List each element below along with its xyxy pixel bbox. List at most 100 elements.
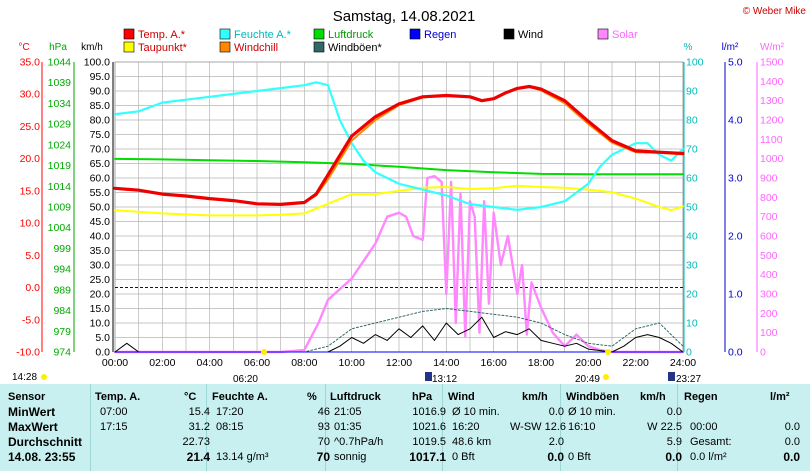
wind-tick-label: 30.0 [90, 260, 111, 272]
press-tick-label: 1039 [48, 77, 72, 89]
solar-tick-label: 700 [760, 211, 778, 223]
press-tick-label: 1044 [48, 57, 72, 69]
stats-header-gust-unit: km/h [640, 391, 666, 403]
moon-icon [41, 374, 47, 380]
stats-cell-wind: 0.0 [548, 406, 564, 418]
series-line-feuchte-a [113, 81, 685, 211]
moonrise-time: 14:28 [12, 372, 37, 383]
stats-cell-press-time: 01:35 [334, 421, 362, 433]
temp-tick-label: 0.0 [25, 282, 40, 294]
legend-label-wind: Wind [518, 29, 543, 41]
stats-divider [325, 384, 326, 471]
temp-tick-label: -10.0 [16, 347, 40, 359]
solar-axis-unit: W/m² [760, 42, 785, 53]
stats-cell-press-time: ^0.7hPa/h [334, 436, 384, 448]
stats-row: MinWert 07:00 15.4 17:20 46 21:05 1016.9 Ø 10 m… [0, 405, 810, 419]
solar-tick-label: 100 [760, 327, 778, 339]
press-tick-label: 974 [53, 347, 71, 359]
rain-tick-label: 2.0 [728, 231, 743, 243]
wind-tick-label: 60.0 [90, 173, 111, 185]
moonset-icon [668, 372, 675, 381]
solar-tick-label: 800 [760, 192, 778, 204]
legend-swatch-feuchte-a [219, 28, 231, 40]
stats-divider [442, 384, 443, 471]
legend-swatch-luftdruck [313, 28, 325, 40]
legend-label-windb-en: Windböen* [328, 42, 383, 54]
grid [114, 61, 684, 353]
wind-tick-label: 15.0 [90, 303, 111, 315]
sun-times: 14:28 06:20 13:12 20:49 23:27 [12, 349, 701, 384]
noon-icon [425, 372, 432, 381]
stats-header-row: Sensor Temp. A. °C Feuchte A. % Luftdruc… [0, 390, 810, 404]
legend-label-luftdruck: Luftdruck [328, 29, 374, 41]
press-axis-unit: hPa [49, 42, 67, 53]
x-tick-label: 02:00 [149, 357, 175, 369]
rain-tick-label: 5.0 [728, 57, 743, 69]
stats-header-hum: Feuchte A. [212, 391, 268, 403]
series-line-solar [113, 174, 685, 354]
press-tick-label: 999 [53, 243, 71, 255]
wind-tick-label: 0.0 [95, 347, 110, 359]
stats-cell-rain-time: Gesamt: [690, 436, 732, 448]
hum-tick-label: 30 [686, 260, 698, 272]
stats-divider [90, 384, 91, 471]
temp-tick-label: -5.0 [22, 314, 40, 326]
stats-cell-temp: 21.4 [186, 450, 210, 464]
wind-tick-label: 55.0 [90, 187, 111, 199]
sunrise-time: 06:20 [233, 374, 258, 384]
press-tick-label: 994 [53, 264, 71, 276]
stats-cell-gust-time: 16:10 [568, 421, 596, 433]
wind-tick-label: 45.0 [90, 216, 111, 228]
stats-header-hum-unit: % [307, 391, 317, 403]
temp-tick-label: 5.0 [25, 250, 40, 262]
legend-swatch-regen [409, 28, 421, 40]
rain-tick-label: 4.0 [728, 115, 743, 127]
wind-tick-label: 40.0 [90, 231, 111, 243]
stats-cell-hum-time: 17:20 [216, 406, 244, 418]
stats-header-rain: Regen [684, 391, 718, 403]
press-tick-label: 1029 [48, 119, 72, 131]
wind-tick-label: 70.0 [90, 144, 111, 156]
credit-text: © Weber Mike [743, 6, 807, 17]
stats-cell-wind-time: 48.6 km [452, 436, 492, 448]
temp-axis-unit: °C [18, 42, 29, 53]
wind-tick-label: 80.0 [90, 115, 111, 127]
solar-tick-label: 300 [760, 289, 778, 301]
stats-cell-rain-time: 0.0 l/m² [690, 451, 727, 463]
moonset-time: 23:27 [676, 374, 701, 384]
stats-cell-gust: 0.0 [666, 406, 682, 418]
legend-swatch-wind [503, 28, 515, 40]
x-tick-label: 04:00 [197, 357, 223, 369]
solar-tick-label: 400 [760, 269, 778, 281]
stats-cell-label: MinWert [8, 405, 56, 419]
noon-time: 13:12 [432, 374, 457, 384]
hum-tick-label: 10 [686, 318, 698, 330]
hum-tick-label: 100 [686, 57, 704, 69]
rain-tick-label: 0.0 [728, 347, 743, 359]
legend-swatch-solar [597, 28, 609, 40]
stats-cell-hum-time: 13.14 g/m³ [216, 451, 269, 463]
press-tick-label: 1019 [48, 160, 72, 172]
wind-tick-label: 95.0 [90, 71, 111, 83]
stats-cell-temp: 31.2 [188, 421, 210, 433]
stats-cell-press: 1019.5 [412, 436, 446, 448]
solar-tick-label: 1400 [760, 76, 784, 88]
solar-tick-label: 1500 [760, 57, 784, 69]
stats-cell-rain-time: 00:00 [690, 421, 718, 433]
hum-tick-label: 0 [686, 347, 692, 359]
stats-cell-wind: 0.0 [547, 450, 564, 464]
stats-row: MaxWert 17:15 31.2 08:15 93 01:35 1021.6 16:20 W… [0, 420, 810, 434]
stats-cell-rain: 0.0 [783, 450, 800, 464]
wind-tick-label: 35.0 [90, 245, 111, 257]
legend-label-solar: Solar [612, 29, 638, 41]
stats-cell-hum: 46 [317, 406, 330, 418]
wind-tick-label: 75.0 [90, 129, 111, 141]
x-tick-label: 20:00 [575, 357, 601, 369]
stats-cell-label: 14.08. 23:55 [8, 450, 76, 464]
stats-divider [206, 384, 207, 471]
series-layer [113, 81, 685, 354]
rain-tick-label: 3.0 [728, 173, 743, 185]
solar-tick-label: 1200 [760, 115, 784, 127]
stats-panel: Sensor Temp. A. °C Feuchte A. % Luftdruc… [0, 384, 810, 471]
stats-cell-gust-time: Ø 10 min. [568, 406, 616, 418]
